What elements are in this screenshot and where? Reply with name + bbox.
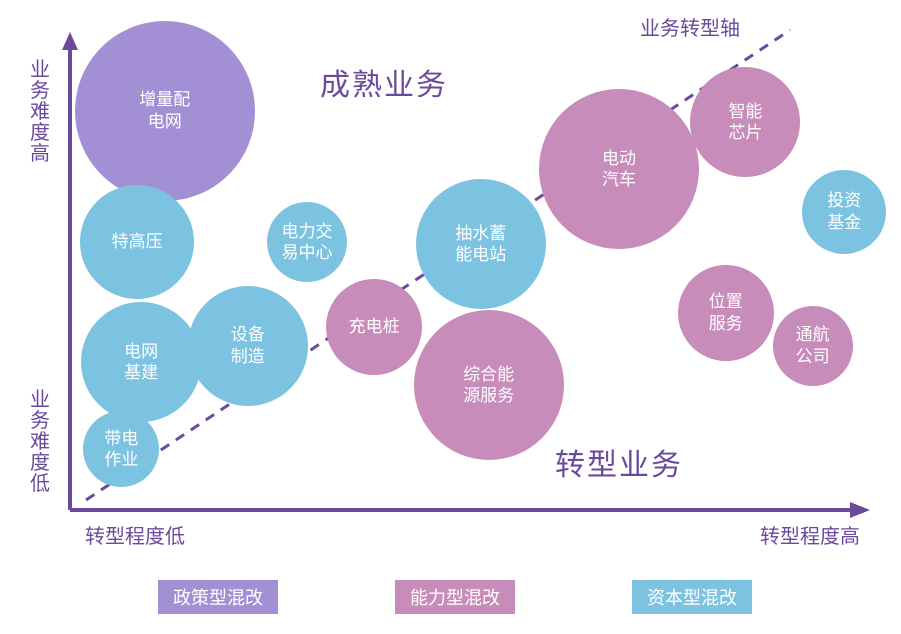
bubble-label: 投资基金: [827, 190, 861, 233]
region-label-transform: 转型业务: [555, 440, 683, 484]
bubble-label: 电力交易中心: [282, 221, 333, 264]
bubble: 电网基建: [81, 302, 201, 422]
legend-item: 政策型混改: [158, 580, 278, 614]
bubble: 充电桩: [326, 279, 422, 375]
bubble: 设备制造: [188, 286, 308, 406]
bubble: 通航公司: [773, 306, 853, 386]
y-axis-label-low: 业务难度低: [30, 390, 50, 495]
bubble-label: 特高压: [112, 231, 163, 252]
bubble-label: 智能芯片: [728, 101, 762, 144]
region-label-mature: 成熟业务: [320, 60, 448, 104]
bubble-label: 综合能源服务: [463, 364, 514, 407]
legend-item: 能力型混改: [395, 580, 515, 614]
bubble-label: 设备制造: [231, 324, 265, 367]
bubble-label: 充电桩: [349, 316, 400, 337]
bubble: 智能芯片: [690, 67, 800, 177]
legend-item: 资本型混改: [632, 580, 752, 614]
bubble: 特高压: [80, 185, 194, 299]
diagonal-label: 业务转型轴: [640, 12, 740, 41]
bubble-label: 位置服务: [709, 291, 743, 334]
bubble: 位置服务: [678, 265, 774, 361]
bubble: 电力交易中心: [267, 202, 347, 282]
bubble-label: 抽水蓄能电站: [455, 223, 506, 266]
x-axis-label-high: 转型程度高: [760, 520, 860, 549]
bubble-label: 增量配电网: [139, 89, 190, 132]
plot-area: 增量配电网特高压电网基建带电作业 设备制造 电力交易中心充电桩 抽水蓄能电站综合能源服…: [70, 40, 860, 510]
bubble: 抽水蓄能电站: [416, 179, 546, 309]
y-axis-label-high: 业务难度高: [30, 60, 50, 165]
x-axis-label-low: 转型程度低: [85, 520, 185, 549]
bubble-label: 电动汽车: [602, 148, 636, 191]
bubble: 综合能源服务: [414, 310, 564, 460]
bubble-label: 通航公司: [796, 324, 830, 367]
bubble: 电动汽车: [539, 89, 699, 249]
bubble-label: 带电作业: [104, 428, 138, 471]
bubble: 投资基金: [802, 170, 886, 254]
bubble: 带电作业: [83, 411, 159, 487]
bubble: 增量配电网: [75, 21, 255, 201]
bubble-label: 电网基建: [124, 341, 158, 384]
